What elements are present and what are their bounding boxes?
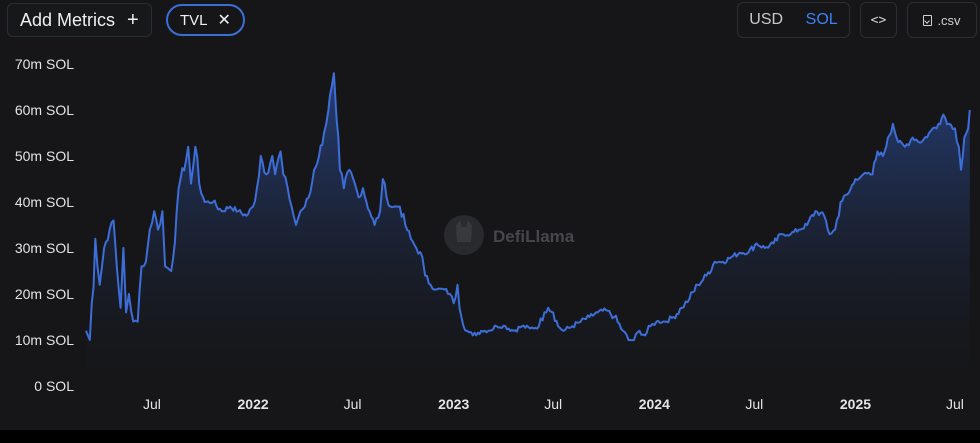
chart-toolbar: Add Metrics + TVL ✕ USD SOL <> .csv [0,0,980,44]
currency-option-sol[interactable]: SOL [805,11,838,28]
tvl-series-line [85,72,971,342]
y-tick-label: 40m SOL [15,194,74,210]
tvl-chart-svg: 0 SOL 10m SOL 20m SOL 30m SOL 40m SOL 50m SOL… [15,56,971,412]
csv-label: .csv [937,12,961,28]
x-tick-label: Jul [143,396,161,412]
x-tick-label: 2025 [840,396,871,412]
x-tick-label: Jul [745,396,763,412]
embed-button[interactable]: <> [860,2,897,38]
y-tick-label: 60m SOL [15,102,74,118]
bottom-edge [0,430,980,443]
metric-pill-label: TVL [180,11,208,29]
y-tick-label: 50m SOL [15,148,74,164]
x-tick-label: Jul [344,396,362,412]
metric-pill-tvl[interactable]: TVL ✕ [166,4,245,36]
add-metrics-button[interactable]: Add Metrics + [7,3,152,37]
currency-toggle: USD SOL [737,2,850,38]
tvl-chart: 0 SOL 10m SOL 20m SOL 30m SOL 40m SOL 50m SOL… [0,44,980,430]
x-tick-label: Jul [544,396,562,412]
llama-head-shape [456,220,472,242]
download-csv-button[interactable]: .csv [907,2,977,38]
y-axis: 0 SOL 10m SOL 20m SOL 30m SOL 40m SOL 50m SOL… [15,56,74,394]
add-metrics-label: Add Metrics [20,9,116,30]
currency-option-usd[interactable]: USD [749,11,784,28]
y-tick-label: 20m SOL [15,286,74,302]
y-tick-label: 30m SOL [15,240,74,256]
x-axis: Jul 2022 Jul 2023 Jul 2024 Jul 2025 Jul [143,396,964,412]
y-tick-label: 10m SOL [15,332,74,348]
watermark-label: DefiLlama [493,227,575,246]
x-tick-label: 2024 [639,396,670,412]
x-tick-label: Jul [946,396,964,412]
tvl-area-fill [86,73,970,386]
y-tick-label: 70m SOL [15,56,74,72]
x-tick-label: 2022 [238,396,269,412]
defillama-watermark: DefiLlama [444,215,575,255]
download-file-icon [923,14,933,26]
close-icon[interactable]: ✕ [217,12,231,29]
y-tick-label: 0 SOL [34,378,74,394]
x-tick-label: 2023 [438,396,469,412]
plus-icon: + [127,8,139,31]
code-icon: <> [870,12,887,28]
